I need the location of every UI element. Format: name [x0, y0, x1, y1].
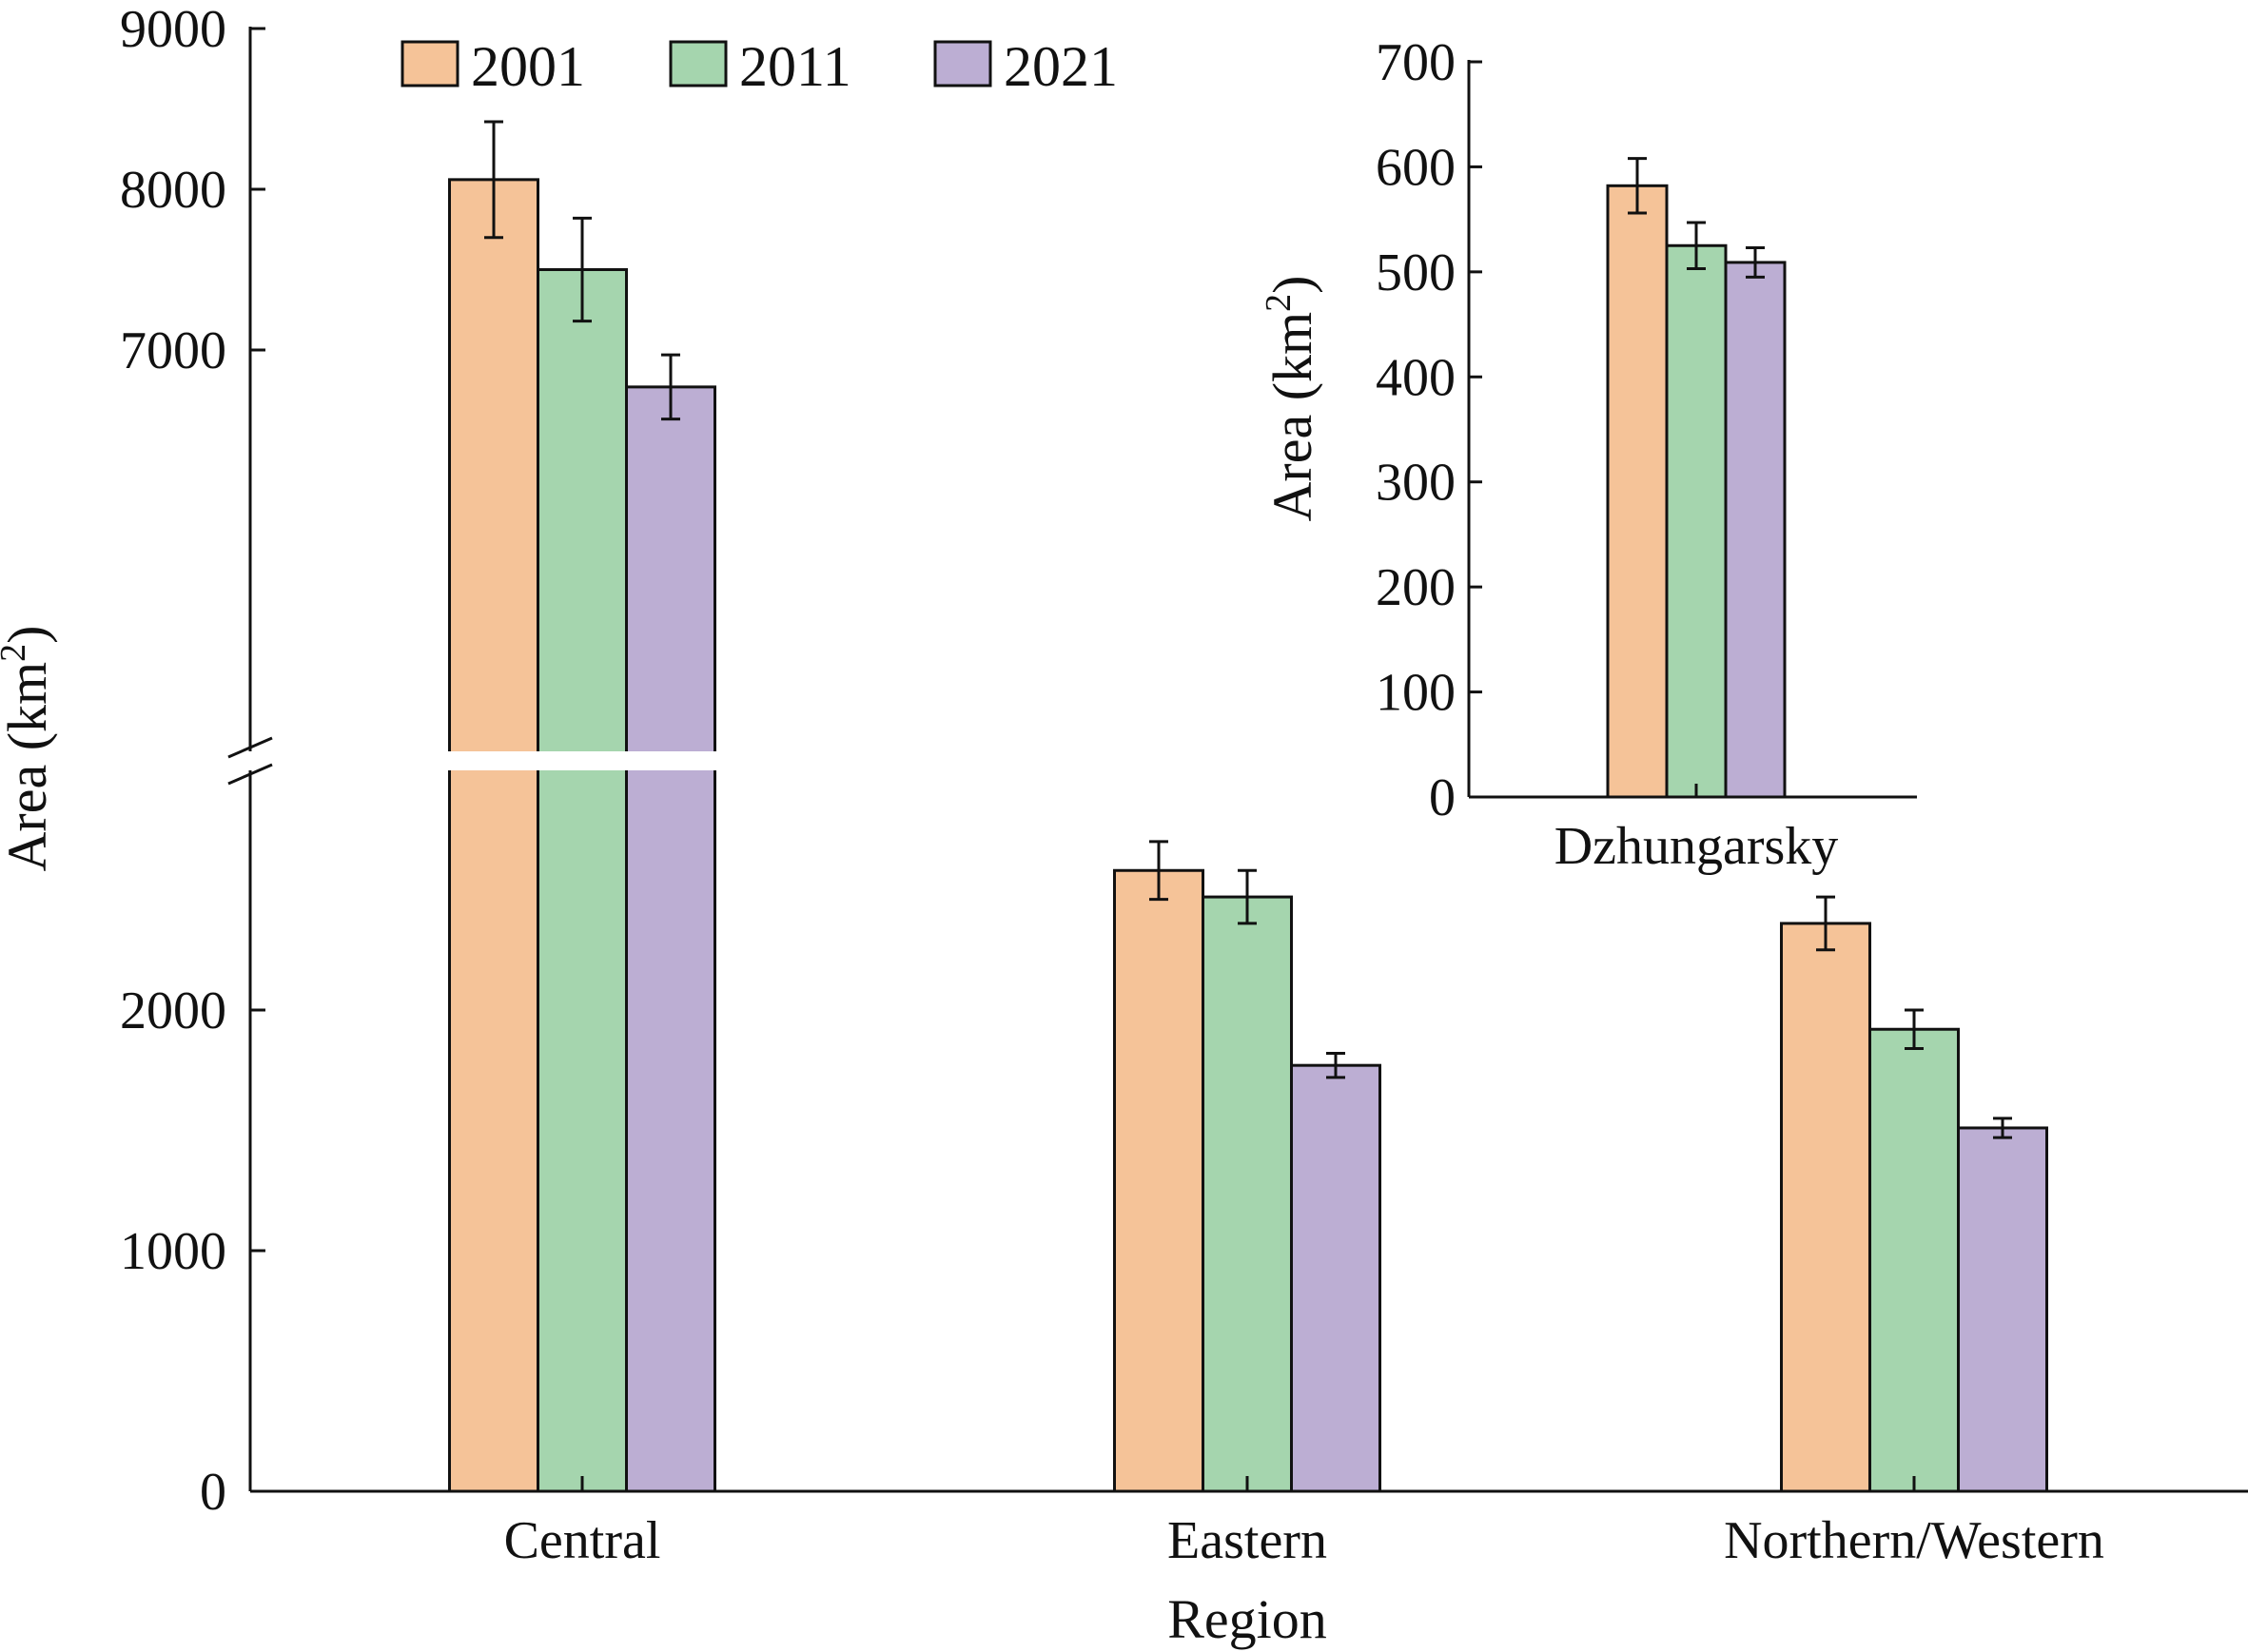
y-axis-break-gap — [244, 751, 256, 770]
legend-swatch-2001 — [401, 40, 459, 87]
bar-eastern-2011 — [1202, 895, 1293, 1493]
y-tick-label: 9000 — [120, 0, 226, 59]
inset-y-tick-label: 500 — [1376, 243, 1456, 302]
axis-break-mark-bottom — [227, 763, 273, 786]
y-axis-title: Area (km2) — [0, 626, 58, 872]
legend-label-2001: 2001 — [471, 35, 585, 98]
bar-northern-western-2011 — [1868, 1027, 1960, 1493]
bar-eastern-2021 — [1290, 1063, 1381, 1493]
bar-northern-western-2021 — [1957, 1126, 2048, 1493]
legend-swatch-2021 — [933, 40, 992, 87]
y-tick-label: 0 — [200, 1463, 226, 1522]
y-tick-label: 8000 — [120, 161, 226, 220]
inset-bar-dzhungarsky-2001 — [1606, 184, 1669, 799]
axis-break-mark-top — [227, 736, 273, 759]
bar-central-2011 — [537, 268, 628, 1493]
inset-y-tick-label: 400 — [1376, 348, 1456, 407]
y-axis-title-superscript: 2 — [0, 644, 33, 662]
inset-y-tick-label: 100 — [1376, 664, 1456, 723]
inset-y-axis-title-close: ) — [1261, 276, 1323, 294]
chart-legend: 2001 2011 2021 — [401, 35, 1118, 98]
inset-y-axis-title-superscript: 2 — [1259, 294, 1299, 312]
x-tick-label: Eastern — [1167, 1511, 1327, 1570]
inset-chart: 0 100 200 300 400 500 600 700 Dzhungarsky Area (k… — [1259, 33, 1917, 876]
legend-label-2011: 2011 — [739, 35, 851, 98]
x-tick-label: Northern/Western — [1724, 1511, 2104, 1570]
inset-y-tick-label: 700 — [1376, 33, 1456, 92]
inset-y-axis-title: Area (km2) — [1259, 276, 1323, 522]
y-tick-label: 1000 — [120, 1222, 226, 1281]
y-axis-title-text: Area (km — [0, 662, 58, 872]
legend-swatch-2011 — [669, 40, 728, 87]
legend-label-2021: 2021 — [1004, 35, 1118, 98]
inset-y-tick-label: 300 — [1376, 454, 1456, 513]
y-axis-title-close: ) — [0, 626, 58, 644]
inset-x-tick-label: Dzhungarsky — [1554, 817, 1839, 876]
inset-y-axis-title-text: Area (km — [1261, 312, 1323, 522]
x-axis-title: Region — [1167, 1588, 1327, 1650]
bar-eastern-2001 — [1113, 868, 1204, 1493]
bar-central-2021 — [625, 385, 716, 1493]
inset-bar-dzhungarsky-2021 — [1724, 261, 1787, 799]
y-tick-label: 7000 — [120, 321, 226, 380]
inset-y-tick-label: 600 — [1376, 138, 1456, 197]
x-tick-label: Central — [504, 1511, 661, 1570]
axis-break-gap — [181, 751, 742, 770]
inset-bar-dzhungarsky-2011 — [1665, 243, 1728, 799]
bar-northern-western-2001 — [1780, 922, 1871, 1493]
inset-y-tick-label: 200 — [1376, 558, 1456, 617]
bar-central-2001 — [448, 178, 539, 1493]
inset-y-tick-label: 0 — [1429, 768, 1456, 827]
y-tick-label: 2000 — [120, 981, 226, 1040]
